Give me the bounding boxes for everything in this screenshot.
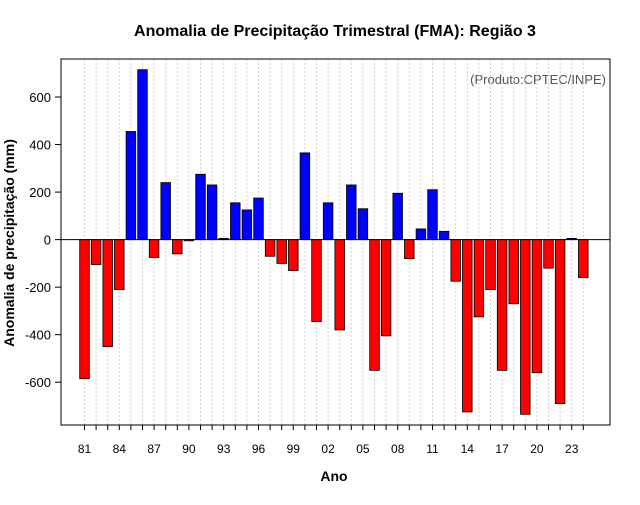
chart-title: Anomalia de Precipitação Trimestral (FMA… [134,23,536,40]
bar-03 [334,239,345,331]
y-tick-label: -200 [25,280,51,295]
bar-86 [137,69,148,241]
bar-07 [380,239,392,337]
bar-04 [346,184,357,241]
plot-frame [60,58,611,426]
bar-13 [450,239,461,282]
bar-09 [404,239,415,260]
bar-02 [322,202,334,241]
bars-layer [79,69,589,415]
bar-21 [543,239,554,269]
bar-98 [276,239,287,264]
x-tick-label: 93 [217,442,231,456]
bar-96 [253,197,264,241]
y-tick-label: 600 [29,90,51,105]
bar-95 [241,209,253,241]
bar-20 [531,239,543,374]
y-tick-label: 200 [29,185,51,200]
x-tick-label: 87 [147,442,161,456]
bar-15 [473,239,485,318]
grid-layer [84,59,584,425]
bar-97 [264,239,276,257]
x-tick-label: 84 [113,442,127,456]
y-tick-label: -400 [25,328,51,343]
x-tick-label: 96 [252,442,266,456]
bar-94 [230,202,241,241]
x-axis-label: Ano [320,468,347,484]
x-tick-label: 02 [321,442,335,456]
bar-11 [427,189,438,241]
bar-82 [90,239,102,265]
bar-85 [125,131,137,241]
bar-24 [578,239,589,279]
bar-06 [369,239,380,371]
bar-22 [554,239,566,405]
bar-83 [102,239,113,347]
bar-92 [206,184,218,241]
x-tick-label: 17 [495,442,509,456]
y-tick-label: -600 [25,375,51,390]
bar-14 [462,239,473,413]
bar-01 [311,239,322,323]
bar-05 [357,208,369,241]
bar-84 [114,239,125,290]
bar-10 [415,228,427,241]
x-tick-label: 23 [565,442,579,456]
y-axis-label: Anomalia de precipitação (mm) [1,139,17,347]
bar-08 [392,192,403,241]
bar-87 [148,239,160,258]
x-tick-label: 81 [78,442,92,456]
x-tick-label: 11 [426,442,439,456]
bar-12 [438,230,450,241]
bar-99 [288,239,299,271]
bar-19 [520,239,531,415]
axes-layer: -600 -400 -200 0 200 400 600 81 84 87 90 93 96 99 02 05… [25,58,611,456]
x-tick-label: 99 [287,442,301,456]
x-tick-label: 90 [182,442,196,456]
bar-00 [299,152,311,241]
bar-89 [172,239,183,255]
x-tick-label: 05 [356,442,370,456]
bar-16 [485,239,496,290]
x-tick-label: 08 [391,442,405,456]
bar-91 [195,173,206,241]
bar-17 [496,239,508,371]
bar-88 [160,182,171,241]
y-tick-label: 400 [29,138,51,153]
x-tick-label: 14 [461,442,475,456]
bar-81 [79,239,90,380]
y-tick-label: 0 [44,233,51,248]
x-tick-label: 20 [530,442,544,456]
bar-18 [508,239,519,305]
